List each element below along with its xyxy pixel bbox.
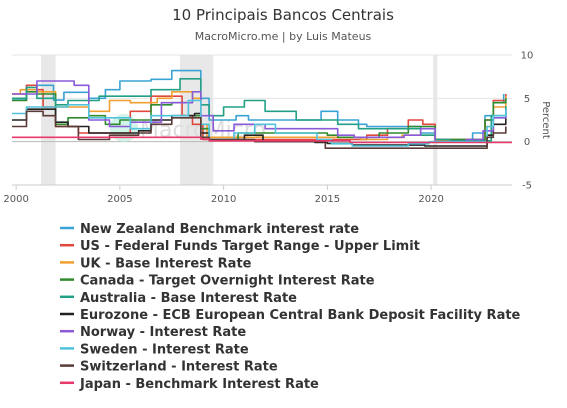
legend: New Zealand Benchmark interest rate US - … [60,222,521,392]
legend-label: Sweden - Interest Rate [80,342,249,357]
x-tick-label: 2020 [418,194,443,205]
x-tick-label: 2015 [315,194,340,205]
legend-label: Eurozone - ECB European Central Bank Dep… [80,308,521,323]
legend-label: Norway - Interest Rate [80,325,246,340]
chart-title: 10 Principais Bancos Centrais [172,6,394,24]
legend-label: US - Federal Funds Target Range - Upper … [80,239,420,254]
x-axis-ticks: 2000 2005 2010 2015 2020 [3,194,443,205]
x-tick-label: 2005 [107,194,132,205]
recession-bands [41,55,438,185]
legend-label: Switzerland - Interest Rate [80,360,278,375]
y-tick-label: 0 [524,137,530,148]
y-tick-label: 5 [524,94,530,105]
series-line-8 [12,110,507,149]
x-tick-label: 2010 [211,194,236,205]
x-tick-label: 2000 [3,194,28,205]
series-lines [12,69,512,149]
recession-band-2 [433,55,438,185]
legend-label: UK - Base Interest Rate [80,256,252,271]
legend-label: Canada - Target Overnight Interest Rate [80,274,375,289]
legend-label: Japan - Benchmark Interest Rate [79,377,319,392]
series-line-9 [12,136,512,144]
y-axis-label: Percent [540,101,551,139]
y-tick-label: 10 [521,51,534,62]
recession-band-0 [41,55,56,185]
legend-label: New Zealand Benchmark interest rate [80,222,359,237]
chart-subtitle: MacroMicro.me | by Luis Mateus [195,30,372,43]
y-axis-ticks: 10 5 0 -5 [521,51,534,192]
recession-band-1 [180,55,214,185]
legend-label: Australia - Base Interest Rate [80,291,297,306]
y-tick-label: -5 [522,181,532,192]
